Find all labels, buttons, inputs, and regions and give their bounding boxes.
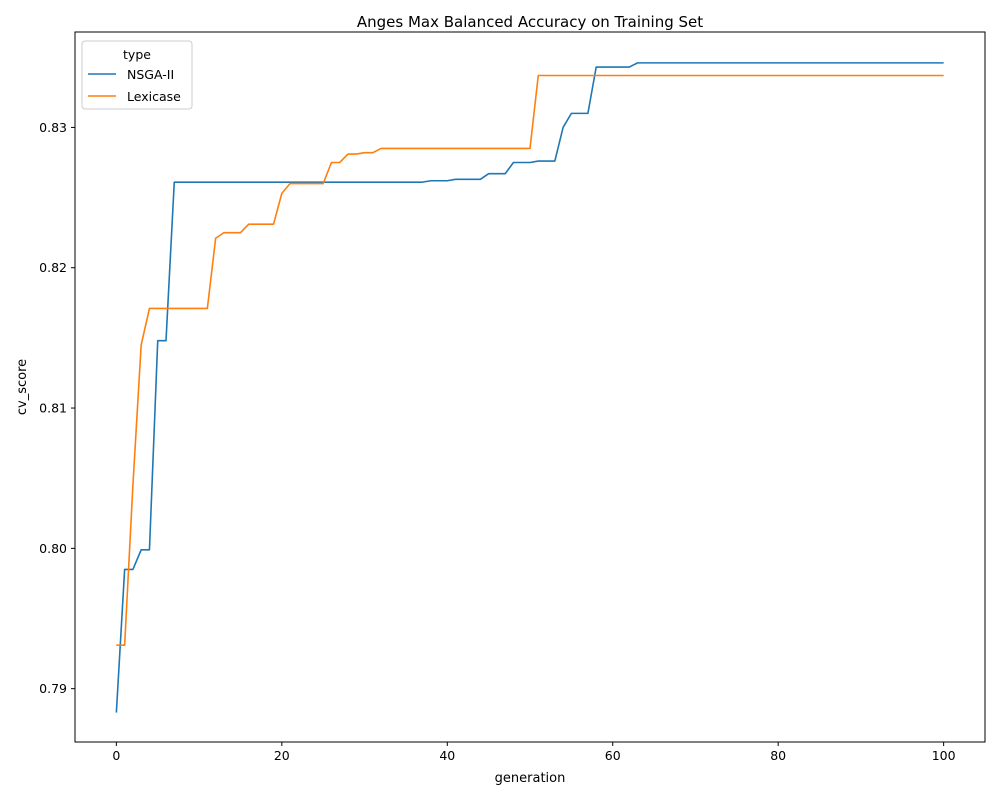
y-axis-label: cv_score [15, 359, 30, 415]
chart-title: Anges Max Balanced Accuracy on Training … [357, 13, 703, 31]
legend-box [81, 40, 193, 110]
plot-lines [115, 62, 944, 713]
x-tick-label: 0 [112, 748, 120, 763]
x-tick-label: 100 [932, 748, 956, 763]
plot-frame [74, 31, 986, 743]
y-tick-label: 0.79 [39, 681, 67, 696]
series-line-lexicase [116, 74, 944, 646]
y-tick-label: 0.82 [39, 260, 67, 275]
x-ticks: 0 20 40 60 80 100 [112, 742, 956, 763]
y-tick-label: 0.81 [39, 401, 67, 416]
x-tick-label: 20 [274, 748, 290, 763]
x-tick-label: 80 [770, 748, 786, 763]
x-tick-label: 40 [439, 748, 455, 763]
x-axis-label: generation [495, 771, 566, 786]
y-ticks: 0.79 0.80 0.81 0.82 0.83 [39, 120, 75, 696]
legend-title: type [123, 47, 151, 62]
x-tick-label: 60 [605, 748, 621, 763]
legend: type NSGA-II Lexicase [81, 40, 193, 110]
y-tick-label: 0.80 [39, 541, 67, 556]
legend-label-nsga-ii: NSGA-II [127, 67, 174, 82]
y-tick-label: 0.83 [39, 120, 67, 135]
legend-label-lexicase: Lexicase [127, 89, 181, 104]
series-line-nsga-ii [115, 62, 944, 713]
